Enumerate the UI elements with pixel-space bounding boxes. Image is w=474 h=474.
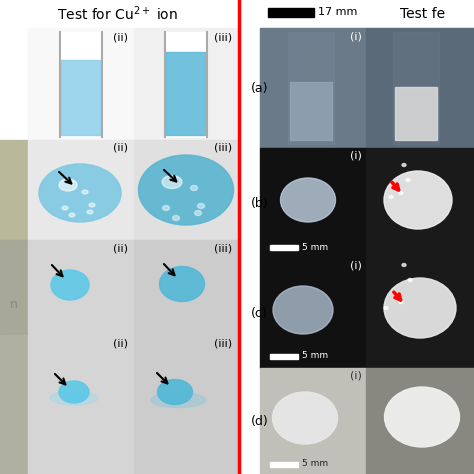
- Bar: [393, 32, 439, 144]
- Bar: [288, 32, 334, 144]
- Ellipse shape: [384, 171, 452, 229]
- Ellipse shape: [159, 266, 204, 301]
- Bar: [268, 8, 314, 17]
- Bar: [134, 240, 239, 335]
- Text: 5 mm: 5 mm: [302, 459, 328, 468]
- Bar: [290, 82, 332, 140]
- Ellipse shape: [384, 278, 456, 338]
- Ellipse shape: [39, 164, 121, 222]
- Ellipse shape: [62, 206, 68, 210]
- Ellipse shape: [402, 164, 406, 166]
- Bar: [134, 140, 239, 240]
- Text: Test for Cu$^{2+}$ ion: Test for Cu$^{2+}$ ion: [57, 5, 179, 23]
- Bar: [395, 87, 437, 140]
- Ellipse shape: [50, 391, 98, 405]
- Ellipse shape: [402, 264, 406, 266]
- Bar: [134, 335, 239, 474]
- Text: (i): (i): [350, 151, 362, 161]
- Bar: [61, 60, 101, 135]
- Ellipse shape: [399, 301, 403, 303]
- Bar: [0, 240, 28, 335]
- Bar: [60, 32, 102, 137]
- Text: (i): (i): [350, 261, 362, 271]
- Text: (iii): (iii): [214, 32, 232, 42]
- Bar: [366, 28, 474, 148]
- Ellipse shape: [59, 179, 77, 191]
- Text: (i): (i): [350, 31, 362, 41]
- Text: (c): (c): [251, 307, 268, 319]
- Ellipse shape: [173, 216, 180, 220]
- Ellipse shape: [273, 286, 333, 334]
- Text: (a): (a): [251, 82, 268, 94]
- Text: (ii): (ii): [113, 243, 128, 253]
- Bar: [270, 245, 298, 250]
- Ellipse shape: [408, 279, 412, 282]
- Bar: [165, 32, 207, 137]
- Bar: [260, 148, 366, 258]
- Bar: [366, 148, 474, 258]
- Ellipse shape: [59, 381, 89, 403]
- Ellipse shape: [273, 392, 337, 444]
- Ellipse shape: [82, 190, 88, 194]
- Text: (iii): (iii): [214, 338, 232, 348]
- Text: (ii): (ii): [113, 32, 128, 42]
- Bar: [366, 368, 474, 474]
- Ellipse shape: [191, 185, 198, 191]
- Text: Test fe: Test fe: [400, 7, 445, 21]
- Ellipse shape: [163, 206, 170, 210]
- Text: (b): (b): [251, 197, 269, 210]
- Ellipse shape: [89, 203, 95, 207]
- Text: n: n: [10, 299, 18, 311]
- Bar: [166, 52, 206, 135]
- Ellipse shape: [157, 380, 192, 404]
- Ellipse shape: [384, 307, 388, 310]
- Ellipse shape: [69, 213, 75, 217]
- Bar: [260, 28, 366, 148]
- Bar: [260, 258, 366, 368]
- Text: 5 mm: 5 mm: [302, 352, 328, 361]
- Ellipse shape: [406, 179, 410, 182]
- Bar: [0, 140, 28, 240]
- Bar: [260, 368, 366, 474]
- Ellipse shape: [198, 203, 204, 209]
- Ellipse shape: [281, 178, 336, 222]
- Text: (ii): (ii): [113, 338, 128, 348]
- Ellipse shape: [51, 270, 89, 300]
- Text: (iii): (iii): [214, 243, 232, 253]
- Bar: [28, 140, 134, 240]
- Ellipse shape: [87, 210, 93, 214]
- Ellipse shape: [384, 387, 459, 447]
- Text: (i): (i): [350, 371, 362, 381]
- Ellipse shape: [162, 175, 182, 189]
- Text: (d): (d): [251, 414, 269, 428]
- Bar: [270, 354, 298, 359]
- Bar: [28, 240, 134, 335]
- Ellipse shape: [151, 392, 206, 408]
- Text: 5 mm: 5 mm: [302, 243, 328, 252]
- Ellipse shape: [194, 210, 201, 216]
- Text: (iii): (iii): [214, 143, 232, 153]
- Ellipse shape: [389, 195, 393, 199]
- Bar: [28, 335, 134, 474]
- Text: (ii): (ii): [113, 143, 128, 153]
- Bar: [134, 28, 239, 140]
- Bar: [366, 258, 474, 368]
- Ellipse shape: [138, 155, 234, 225]
- Bar: [28, 28, 134, 140]
- Bar: [270, 462, 298, 467]
- Bar: [0, 335, 28, 474]
- Text: 17 mm: 17 mm: [318, 7, 357, 17]
- Ellipse shape: [399, 191, 403, 194]
